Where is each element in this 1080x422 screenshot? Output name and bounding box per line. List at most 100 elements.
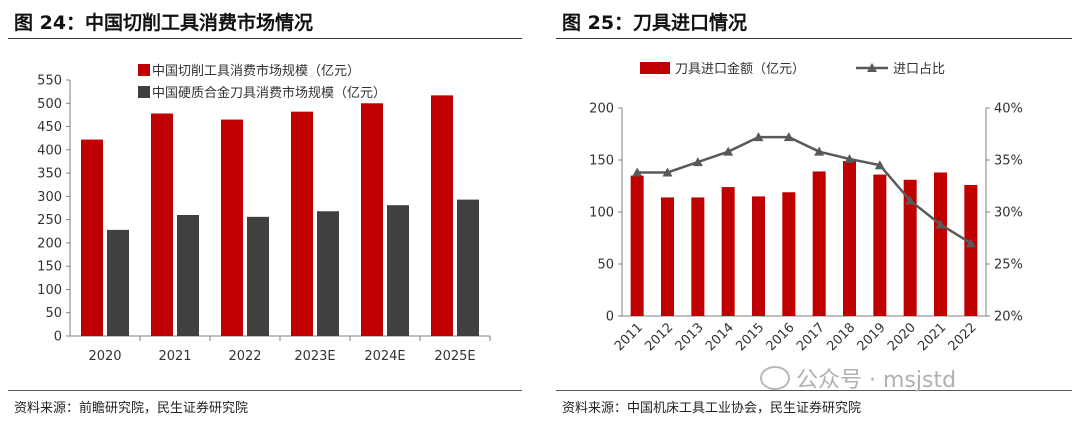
left-y-tick-label: 550 bbox=[37, 74, 62, 89]
right-bar-import-amount bbox=[812, 171, 826, 316]
left-y-tick-label: 150 bbox=[37, 260, 62, 275]
right-chart-source: 资料来源：中国机床工具工业协会，民生证券研究院 bbox=[562, 401, 862, 416]
left-y-tick-label: 500 bbox=[37, 97, 62, 112]
right-bar-import-amount bbox=[903, 179, 917, 316]
left-title-rule bbox=[8, 38, 522, 39]
right-right-tick-label: 30% bbox=[994, 206, 1023, 221]
left-y-tick-label: 350 bbox=[37, 167, 62, 182]
left-chart-panel: 图 24：中国切削工具消费市场情况 0 50 100 150 200 250 300 350 4… bbox=[0, 0, 530, 422]
left-bar-carbide-size bbox=[177, 214, 199, 336]
left-x-tick-label: 2021 bbox=[158, 349, 191, 364]
right-left-tick-label: 150 bbox=[589, 154, 614, 169]
right-x-tick-label: 2020 bbox=[885, 320, 919, 354]
right-x-tick-label: 2011 bbox=[612, 320, 646, 354]
right-line-marker bbox=[753, 132, 764, 142]
left-x-tick-label: 2023E bbox=[294, 349, 335, 364]
right-bar-import-amount bbox=[934, 172, 947, 316]
left-legend-label-2: 中国硬质合金刀具消费市场规模（亿元） bbox=[152, 85, 386, 101]
left-bar-carbide-size bbox=[457, 199, 479, 336]
right-left-tick-label: 200 bbox=[589, 102, 614, 117]
left-y-tick-label: 50 bbox=[45, 306, 62, 321]
right-legend-label-line: 进口占比 bbox=[893, 62, 945, 77]
right-line-marker bbox=[692, 157, 703, 167]
right-right-tick-label: 20% bbox=[994, 310, 1023, 325]
left-x-tick-label: 2024E bbox=[364, 349, 405, 364]
left-bar-carbide-size bbox=[387, 205, 409, 336]
left-bar-market-size bbox=[221, 119, 243, 337]
right-x-tick-label: 2012 bbox=[642, 320, 676, 354]
left-y-tick-label: 0 bbox=[54, 330, 62, 345]
right-x-tick-label: 2013 bbox=[673, 320, 707, 354]
left-y-tick-label: 450 bbox=[37, 120, 62, 135]
right-source-rule bbox=[556, 390, 1072, 391]
left-x-tick-label: 2020 bbox=[88, 349, 121, 364]
right-line-marker bbox=[905, 195, 916, 205]
right-bar-import-amount bbox=[843, 161, 856, 316]
right-chart-svg: 05010015020020%25%30%35%40%2011201220132… bbox=[589, 61, 1023, 354]
left-bar-market-size bbox=[151, 113, 173, 336]
left-y-tick-label: 400 bbox=[37, 143, 62, 158]
right-title-rule bbox=[556, 38, 1072, 39]
right-legend-label-bar: 刀具进口金额（亿元） bbox=[675, 61, 805, 77]
right-chart-panel: 图 25：刀具进口情况 0 50 100 150 200 20% 25% 30% 35% 40% 2… bbox=[548, 0, 1080, 422]
right-x-tick-label: 2019 bbox=[855, 320, 889, 354]
right-legend-swatch-bar bbox=[640, 62, 670, 74]
right-right-tick-label: 35% bbox=[994, 154, 1023, 169]
left-bar-carbide-size bbox=[107, 229, 129, 336]
right-line-marker bbox=[662, 167, 673, 177]
right-chart-title: 图 25：刀具进口情况 bbox=[562, 12, 748, 34]
right-bar-import-amount bbox=[873, 174, 887, 316]
right-left-tick-label: 100 bbox=[589, 206, 614, 221]
right-x-tick-label: 2018 bbox=[824, 320, 858, 354]
left-x-tick-label: 2025E bbox=[434, 349, 475, 364]
right-x-tick-label: 2016 bbox=[764, 320, 798, 354]
right-left-tick-label: 50 bbox=[597, 258, 614, 273]
right-x-tick-label: 2015 bbox=[733, 320, 767, 354]
left-legend-label-1: 中国切削工具消费市场规模（亿元） bbox=[152, 63, 360, 79]
left-y-tick-label: 250 bbox=[37, 213, 62, 228]
left-bar-market-size bbox=[361, 103, 383, 336]
left-bar-carbide-size bbox=[317, 211, 339, 336]
wechat-icon bbox=[760, 366, 790, 390]
left-chart-source: 资料来源：前瞻研究院，民生证券研究院 bbox=[14, 401, 249, 416]
right-line-import-share bbox=[637, 135, 972, 245]
right-line-marker bbox=[632, 167, 643, 177]
right-line-marker bbox=[814, 146, 825, 156]
left-y-tick-label: 300 bbox=[37, 190, 62, 205]
right-right-tick-label: 25% bbox=[994, 258, 1023, 273]
left-y-tick-label: 100 bbox=[37, 283, 62, 298]
left-bar-market-size bbox=[81, 139, 103, 336]
right-bar-import-amount bbox=[630, 175, 644, 316]
right-x-tick-label: 2022 bbox=[946, 320, 980, 354]
left-bar-market-size bbox=[291, 111, 313, 336]
right-x-tick-label: 2014 bbox=[703, 320, 737, 354]
right-line-marker bbox=[965, 238, 976, 248]
left-y-tick-label: 200 bbox=[37, 236, 62, 251]
watermark-text: 公众号 · msjstd bbox=[796, 368, 957, 393]
left-chart-title: 图 24：中国切削工具消费市场情况 bbox=[14, 12, 314, 34]
right-bar-import-amount bbox=[661, 197, 674, 316]
right-line-marker bbox=[874, 160, 885, 170]
right-bar-import-amount bbox=[721, 187, 735, 316]
left-legend-swatch-1 bbox=[138, 64, 150, 76]
right-bar-import-amount bbox=[782, 192, 796, 316]
right-x-tick-label: 2017 bbox=[794, 320, 828, 354]
right-bar-import-amount bbox=[691, 197, 705, 316]
left-bar-carbide-size bbox=[247, 216, 269, 336]
right-bar-import-amount bbox=[964, 184, 978, 316]
right-line-marker bbox=[783, 132, 794, 142]
watermark: 公众号 · msjstd bbox=[760, 362, 957, 393]
right-line-marker bbox=[844, 153, 855, 163]
right-left-tick-label: 0 bbox=[606, 310, 614, 325]
left-bar-market-size bbox=[431, 95, 453, 336]
right-line-marker bbox=[935, 219, 946, 229]
right-legend-marker bbox=[867, 63, 877, 72]
left-legend-swatch-2 bbox=[138, 86, 150, 98]
right-line-marker bbox=[723, 146, 734, 156]
right-x-tick-label: 2021 bbox=[915, 320, 949, 354]
right-right-tick-label: 40% bbox=[994, 102, 1023, 117]
left-source-rule bbox=[8, 390, 522, 391]
left-x-tick-label: 2022 bbox=[228, 349, 261, 364]
left-chart-svg: 0 50 100 150 200 250 300 350 400 450 500 550 2020 202… bbox=[37, 63, 491, 364]
right-bar-import-amount bbox=[752, 196, 765, 316]
